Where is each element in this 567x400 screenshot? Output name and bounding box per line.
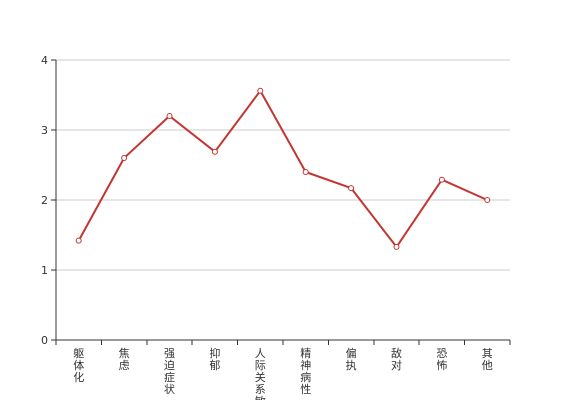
x-tick-label-7: 敌对	[391, 346, 402, 372]
x-tick-label-1: 焦虑	[119, 347, 130, 372]
data-point-0	[75, 237, 82, 244]
x-tick-label-8: 恐怖	[436, 347, 447, 372]
grid-lines	[56, 59, 510, 271]
data-point-9	[484, 197, 491, 203]
x-tick-label-0: 躯体化	[73, 347, 84, 384]
data-point-4	[257, 87, 264, 94]
x-tick-label-9: 其他	[482, 347, 493, 372]
y-tick-label-2: 2	[41, 194, 48, 207]
y-tick-label-0: 0	[41, 334, 48, 347]
x-tick-label-4: 人际关系敏感	[255, 347, 266, 400]
data-point-8	[438, 176, 445, 183]
x-tick-label-5: 精神病性	[300, 347, 311, 396]
series-line-0	[77, 89, 489, 248]
data-point-2	[166, 113, 173, 119]
y-tick-label-1: 1	[41, 264, 48, 277]
data-point-1	[121, 155, 128, 161]
x-tick-label-6: 偏执	[346, 346, 357, 372]
series-layer	[75, 87, 491, 250]
data-point-6	[348, 185, 355, 192]
tick-labels: 0 1 2 3 4 躯体化 焦虑 强迫症状 抑郁 人际关系敏感 精神病性 偏执 敌对 恐怖 其他	[41, 54, 493, 400]
axes	[51, 59, 511, 345]
x-tick-label-2: 强迫症状	[164, 347, 175, 396]
x-tick-label-3: 抑郁	[209, 346, 220, 372]
data-point-5	[302, 169, 309, 175]
data-point-7	[393, 243, 400, 250]
data-point-3	[211, 148, 218, 155]
y-tick-label-4: 4	[41, 54, 48, 67]
y-tick-label-3: 3	[41, 124, 48, 137]
